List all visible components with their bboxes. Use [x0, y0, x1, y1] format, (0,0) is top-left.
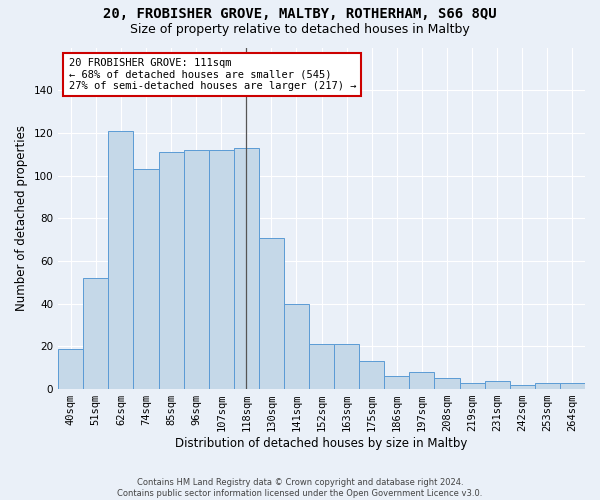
Text: 20, FROBISHER GROVE, MALTBY, ROTHERHAM, S66 8QU: 20, FROBISHER GROVE, MALTBY, ROTHERHAM, …	[103, 8, 497, 22]
Bar	[560, 382, 585, 389]
X-axis label: Distribution of detached houses by size in Maltby: Distribution of detached houses by size …	[175, 437, 468, 450]
Bar	[535, 382, 560, 389]
Bar	[485, 380, 510, 389]
Bar	[209, 150, 234, 389]
Bar	[460, 382, 485, 389]
Text: Size of property relative to detached houses in Maltby: Size of property relative to detached ho…	[130, 22, 470, 36]
Bar	[259, 238, 284, 389]
Bar	[133, 169, 158, 389]
Text: Contains HM Land Registry data © Crown copyright and database right 2024.
Contai: Contains HM Land Registry data © Crown c…	[118, 478, 482, 498]
Bar	[510, 385, 535, 389]
Bar	[385, 376, 409, 389]
Bar	[184, 150, 209, 389]
Bar	[158, 152, 184, 389]
Bar	[359, 362, 385, 389]
Bar	[284, 304, 309, 389]
Bar	[109, 131, 133, 389]
Bar	[409, 372, 434, 389]
Bar	[58, 348, 83, 389]
Bar	[334, 344, 359, 389]
Bar	[434, 378, 460, 389]
Bar	[234, 148, 259, 389]
Bar	[309, 344, 334, 389]
Bar	[83, 278, 109, 389]
Y-axis label: Number of detached properties: Number of detached properties	[15, 126, 28, 312]
Text: 20 FROBISHER GROVE: 111sqm
← 68% of detached houses are smaller (545)
27% of sem: 20 FROBISHER GROVE: 111sqm ← 68% of deta…	[69, 58, 356, 91]
